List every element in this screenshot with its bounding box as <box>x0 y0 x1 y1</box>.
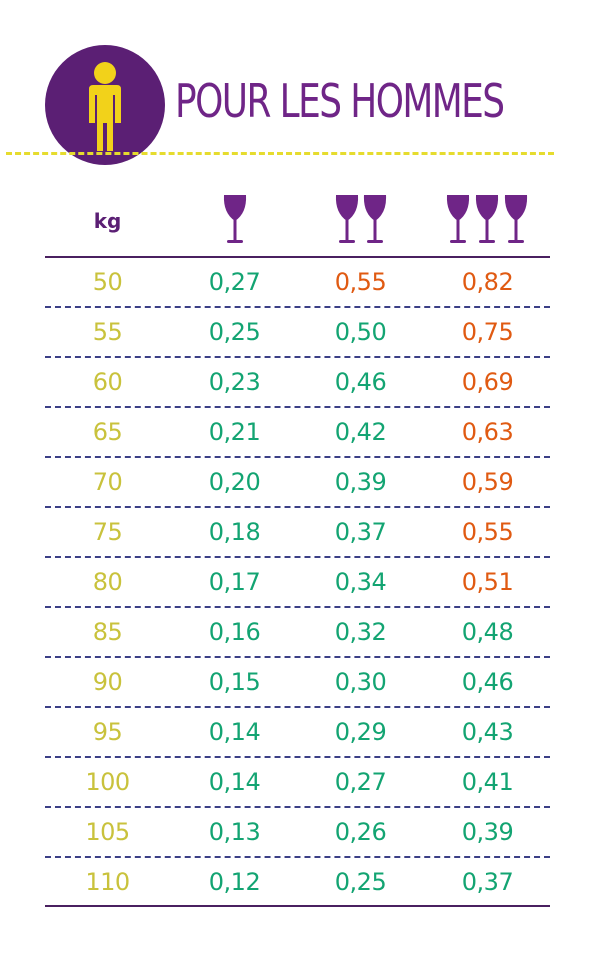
two-glasses-cell: 0,32 <box>334 618 387 646</box>
table-row: 70 0,20 0,39 0,59 <box>45 458 550 508</box>
weight-cell: 50 <box>92 268 123 296</box>
one-glass-header <box>172 191 297 249</box>
three-glasses-cell: 0,55 <box>461 518 514 546</box>
one-glass-cell: 0,23 <box>208 368 261 396</box>
two-glasses-cell: 0,55 <box>334 268 387 296</box>
three-glasses-cell: 0,69 <box>461 368 514 396</box>
two-glasses-cell: 0,26 <box>334 818 387 846</box>
weight-cell: 75 <box>92 518 123 546</box>
three-glasses-cell: 0,48 <box>461 618 514 646</box>
one-glass-cell: 0,12 <box>208 868 261 896</box>
weight-cell: 80 <box>92 568 123 596</box>
two-glasses-cell: 0,27 <box>334 768 387 796</box>
one-glass-cell: 0,18 <box>208 518 261 546</box>
weight-cell: 70 <box>92 468 123 496</box>
three-glasses-cell: 0,43 <box>461 718 514 746</box>
one-glass-cell: 0,14 <box>208 718 261 746</box>
three-glasses-cell: 0,39 <box>461 818 514 846</box>
two-glasses-cell: 0,42 <box>334 418 387 446</box>
table-row: 50 0,27 0,55 0,82 <box>45 258 550 308</box>
two-glasses-cell: 0,50 <box>334 318 387 346</box>
two-glasses-cell: 0,46 <box>334 368 387 396</box>
two-glasses-cell: 0,25 <box>334 868 387 896</box>
table-row: 110 0,12 0,25 0,37 <box>45 858 550 908</box>
three-glasses-cell: 0,59 <box>461 468 514 496</box>
weight-cell: 90 <box>92 668 123 696</box>
three-glasses-cell: 0,41 <box>461 768 514 796</box>
wine-glass-icon <box>446 195 470 243</box>
wine-glass-icon <box>335 195 359 243</box>
three-glasses-cell: 0,51 <box>461 568 514 596</box>
table-top-rule <box>45 256 550 258</box>
bac-table: 50 0,27 0,55 0,82 55 0,25 0,50 0,75 60 0,23 0,46 0,… <box>45 258 550 908</box>
weight-cell: 65 <box>92 418 123 446</box>
table-row: 100 0,14 0,27 0,41 <box>45 758 550 808</box>
one-glass-cell: 0,14 <box>208 768 261 796</box>
one-glass-cell: 0,13 <box>208 818 261 846</box>
table-row: 60 0,23 0,46 0,69 <box>45 358 550 408</box>
two-glasses-cell: 0,39 <box>334 468 387 496</box>
one-glass-cell: 0,27 <box>208 268 261 296</box>
table-row: 90 0,15 0,30 0,46 <box>45 658 550 708</box>
wine-glass-icon <box>223 195 247 243</box>
table-row: 85 0,16 0,32 0,48 <box>45 608 550 658</box>
two-glasses-cell: 0,30 <box>334 668 387 696</box>
man-badge <box>45 45 165 165</box>
three-glasses-cell: 0,37 <box>461 868 514 896</box>
one-glass-cell: 0,15 <box>208 668 261 696</box>
one-glass-cell: 0,17 <box>208 568 261 596</box>
two-glasses-cell: 0,37 <box>334 518 387 546</box>
one-glass-cell: 0,21 <box>208 418 261 446</box>
weight-cell: 100 <box>85 768 130 796</box>
three-glasses-cell: 0,63 <box>461 418 514 446</box>
table-row: 105 0,13 0,26 0,39 <box>45 808 550 858</box>
one-glass-cell: 0,20 <box>208 468 261 496</box>
weight-column-header: kg <box>93 209 122 233</box>
table-row: 80 0,17 0,34 0,51 <box>45 558 550 608</box>
one-glass-cell: 0,16 <box>208 618 261 646</box>
weight-cell: 105 <box>85 818 130 846</box>
three-glasses-cell: 0,75 <box>461 318 514 346</box>
three-glasses-header <box>425 191 550 249</box>
table-row: 65 0,21 0,42 0,63 <box>45 408 550 458</box>
table-row: 95 0,14 0,29 0,43 <box>45 708 550 758</box>
two-glasses-cell: 0,34 <box>334 568 387 596</box>
two-glasses-header <box>298 191 423 249</box>
title-divider <box>6 152 554 155</box>
weight-cell: 55 <box>92 318 123 346</box>
weight-cell: 60 <box>92 368 123 396</box>
table-header: kg <box>45 185 550 255</box>
one-glass-cell: 0,25 <box>208 318 261 346</box>
table-row: 55 0,25 0,50 0,75 <box>45 308 550 358</box>
wine-glass-icon <box>504 195 528 243</box>
two-glasses-cell: 0,29 <box>334 718 387 746</box>
weight-cell: 95 <box>92 718 123 746</box>
three-glasses-cell: 0,82 <box>461 268 514 296</box>
table-bottom-rule <box>45 905 550 907</box>
three-glasses-cell: 0,46 <box>461 668 514 696</box>
page-title: POUR LES HOMMES <box>175 74 505 128</box>
wine-glass-icon <box>363 195 387 243</box>
table-row: 75 0,18 0,37 0,55 <box>45 508 550 558</box>
wine-glass-icon <box>475 195 499 243</box>
weight-cell: 85 <box>92 618 123 646</box>
weight-cell: 110 <box>85 868 130 896</box>
man-figure-icon <box>89 62 121 151</box>
